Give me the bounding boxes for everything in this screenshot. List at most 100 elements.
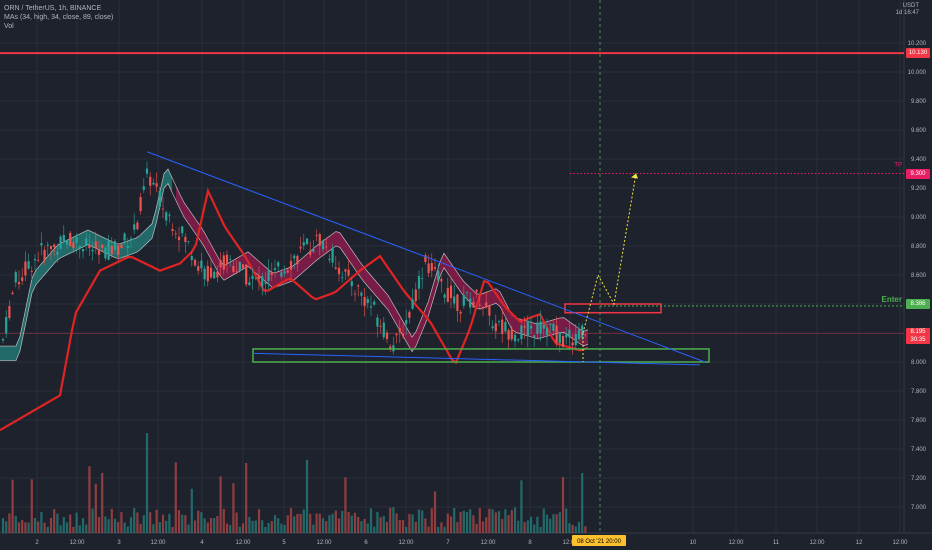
volume-bar — [437, 526, 440, 533]
volume-bar — [235, 512, 238, 533]
volume-bar — [389, 507, 392, 533]
volume-bar — [187, 524, 190, 533]
volume-bar — [181, 514, 184, 533]
candle-body — [142, 186, 145, 190]
candle-body — [331, 247, 334, 263]
candle-body — [171, 229, 174, 231]
candle-body — [101, 244, 104, 248]
volume-bar — [299, 513, 302, 533]
price-axis-label: 9.200 — [911, 186, 927, 192]
volume-bar — [62, 517, 65, 533]
candle-body — [542, 324, 545, 329]
candle-body — [190, 256, 193, 261]
volume-bar — [213, 517, 216, 533]
candle-body — [129, 238, 133, 240]
candle-body — [341, 277, 344, 279]
volume-bar — [424, 518, 427, 533]
volume-bar — [341, 510, 344, 533]
symbol-title[interactable]: ORN / TetherUS, 1h, BINANCE — [4, 5, 102, 12]
volume-bar — [289, 507, 293, 533]
volume-bar — [142, 515, 145, 533]
tp-price-tag: 9.300 — [906, 169, 930, 179]
volume-bar — [517, 520, 520, 533]
volume-bar — [382, 516, 385, 533]
volume-bar — [149, 512, 152, 533]
candle-body — [459, 311, 462, 314]
volume-bar — [40, 512, 43, 533]
currency-label[interactable]: USDT 1d 16:47 — [896, 3, 919, 17]
volume-bar — [75, 512, 78, 533]
volume-bar — [392, 507, 395, 533]
volume-bar — [206, 522, 209, 533]
candle-body — [88, 244, 91, 249]
volume-bar — [238, 526, 241, 533]
volume-bar — [200, 512, 203, 533]
volume-bar — [296, 513, 299, 533]
volume-bar — [216, 516, 219, 533]
candle-body — [552, 323, 555, 331]
descending-trendline — [146, 151, 706, 363]
candle-body — [283, 271, 286, 274]
candle-body — [107, 240, 110, 260]
candle-body — [14, 272, 17, 283]
candle-body — [136, 222, 139, 230]
currency-code: USDT — [902, 3, 919, 9]
candle-body — [213, 271, 216, 279]
price-axis-label: 9.400 — [911, 157, 927, 163]
candle-body — [270, 272, 273, 275]
volume-bar — [203, 518, 206, 533]
volume-bar — [24, 522, 27, 533]
candle-body — [453, 296, 456, 304]
volume-bar — [251, 520, 254, 533]
volume-bar — [552, 514, 555, 533]
candle-body — [235, 271, 238, 273]
volume-bar — [504, 509, 507, 533]
volume-bar — [222, 508, 225, 533]
candle-body — [443, 294, 446, 298]
ma-indicator-label[interactable]: MAs (34, high, 34, close, 89, close) — [4, 14, 114, 21]
volume-bar — [305, 459, 309, 533]
volume-bar — [56, 513, 59, 533]
candle-body — [168, 214, 171, 216]
volume-bar — [264, 526, 267, 533]
candle-body — [520, 325, 523, 339]
time-axis-label: 8 — [528, 540, 532, 546]
volume-bar — [193, 520, 197, 533]
candle-body — [577, 329, 581, 340]
volume-bar — [408, 513, 411, 533]
volume-bar — [449, 516, 453, 533]
candle-body — [216, 271, 219, 278]
candle-body — [337, 267, 341, 275]
candle-body — [11, 292, 14, 295]
candle-body — [104, 247, 107, 259]
price-axis-label: 8.000 — [911, 360, 927, 366]
volume-bar — [462, 510, 465, 533]
candle-body — [401, 333, 405, 337]
time-axis-label: 7 — [446, 540, 450, 546]
candle-body — [181, 226, 184, 234]
chart-legend: ORN / TetherUS, 1h, BINANCE MAs (34, hig… — [4, 4, 113, 31]
candle-body — [517, 339, 520, 341]
volume-indicator-label[interactable]: Vol — [4, 23, 14, 30]
candle-body — [245, 264, 248, 285]
volume-bar — [59, 525, 62, 533]
price-axis-label: 8.800 — [911, 244, 927, 250]
volume-bar — [488, 508, 491, 533]
volume-bar — [571, 524, 574, 533]
price-axis-label: 7.400 — [911, 447, 927, 453]
volume-bar — [555, 514, 558, 533]
enter-label: Enter — [882, 295, 902, 304]
volume-bar — [97, 516, 101, 533]
volume-bar — [421, 510, 424, 533]
volume-bar — [497, 511, 501, 533]
volume-bar — [158, 522, 161, 533]
candle-body — [17, 282, 21, 285]
price-axis-label: 9.000 — [911, 215, 927, 221]
volume-bar — [104, 516, 107, 533]
time-axis-label: 5 — [282, 540, 286, 546]
volume-bar — [523, 522, 526, 533]
volume-bar — [369, 508, 373, 533]
volume-bar — [161, 514, 165, 533]
volume-bar — [261, 520, 264, 533]
